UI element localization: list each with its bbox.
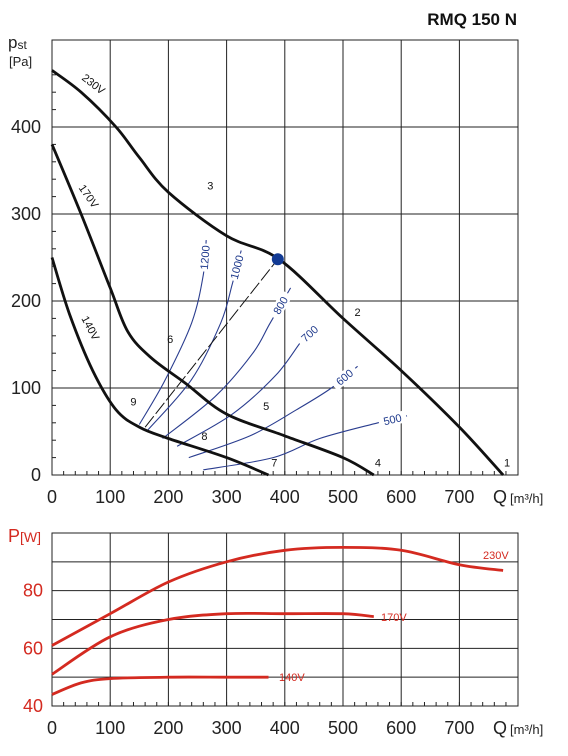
pressure-chart-grid — [51, 39, 519, 476]
pressure-curve — [50, 257, 270, 477]
pressure-y-axis-label: pst — [8, 33, 27, 52]
power-y-axis-label: P[W] — [8, 526, 41, 546]
efficiency-curve-label: 1000 — [229, 254, 247, 281]
curve-point-label: 5 — [263, 401, 269, 413]
pressure-curve — [50, 143, 375, 477]
pressure-y-tick-label: 300 — [11, 204, 41, 224]
power-y-tick-label: 40 — [23, 696, 43, 716]
pressure-x-tick-label: 0 — [47, 487, 57, 507]
efficiency-label-bg — [268, 290, 293, 321]
power-x-tick-label: 200 — [153, 718, 183, 738]
pressure-x-axis-unit: [m³/h] — [510, 491, 543, 506]
curve-point-label: 9 — [130, 396, 136, 408]
curve-point-label: 1 — [504, 457, 510, 469]
power-x-axis-unit: [m³/h] — [510, 722, 543, 737]
efficiency-label-bg — [377, 410, 408, 429]
efficiency-curve-label: 500 — [382, 412, 403, 428]
pressure-y-tick-label: 0 — [31, 465, 41, 485]
power-x-tick-label: 300 — [212, 718, 242, 738]
pressure-y-tick-label: 400 — [11, 117, 41, 137]
curve-point-label: 3 — [207, 181, 213, 193]
curve-point-label: 4 — [375, 457, 381, 469]
efficiency-label-bg — [227, 252, 247, 283]
power-axes: 0 100 200 300 400 500 600 700 40 60 80 P[W] Q [m³/h] — [8, 526, 543, 738]
efficiency-curve — [138, 240, 207, 425]
power-curve — [51, 546, 504, 647]
chart-title-group: RMQ 150 N — [427, 10, 517, 29]
pressure-curves — [50, 69, 505, 477]
pressure-x-tick-label: 300 — [212, 487, 242, 507]
speed-curve-label: 140V — [78, 314, 101, 343]
pressure-x-tick-label: 500 — [328, 487, 358, 507]
pressure-x-tick-label: 600 — [386, 487, 416, 507]
power-y-tick-label: 80 — [23, 581, 43, 601]
curve-point-label: 2 — [354, 307, 360, 319]
chart-title: RMQ 150 N — [427, 10, 517, 29]
pressure-y-axis-unit: [Pa] — [9, 54, 32, 69]
pressure-y-tick-label: 100 — [11, 378, 41, 398]
power-curve — [51, 675, 269, 696]
pressure-x-tick-label: 100 — [95, 487, 125, 507]
power-x-tick-label: 100 — [95, 718, 125, 738]
power-x-axis-label: Q — [493, 718, 507, 738]
pressure-y-tick-label: 200 — [11, 291, 41, 311]
power-curves: 230V 170V 140V — [51, 546, 509, 696]
curve-point-label: 8 — [201, 431, 207, 443]
operating-point-marker — [271, 253, 284, 266]
efficiency-curve — [147, 250, 242, 431]
power-x-tick-label: 400 — [270, 718, 300, 738]
power-x-tick-label: 600 — [386, 718, 416, 738]
pressure-x-tick-label: 700 — [444, 487, 474, 507]
pressure-x-axis-label: Q — [493, 487, 507, 507]
power-x-tick-label: 700 — [444, 718, 474, 738]
system-curve-line — [144, 258, 279, 428]
curve-point-label: 6 — [167, 334, 173, 346]
pressure-x-tick-label: 400 — [270, 487, 300, 507]
efficiency-curve — [176, 326, 318, 447]
power-x-tick-label: 500 — [328, 718, 358, 738]
pressure-axes: 0 100 200 300 400 500 600 700 0 100 200 300 400 pst [P… — [8, 33, 543, 507]
power-curve — [51, 611, 374, 676]
power-x-tick-label: 0 — [47, 718, 57, 738]
efficiency-label-bg — [295, 319, 324, 348]
power-y-tick-label: 60 — [23, 638, 43, 658]
power-curve-label: 140V — [279, 672, 305, 684]
pressure-x-tick-label: 200 — [153, 487, 183, 507]
efficiency-label-bg — [197, 243, 212, 272]
efficiency-curve-label: 1200 — [199, 245, 213, 270]
pressure-curve — [51, 69, 505, 476]
efficiency-label-bg — [329, 363, 360, 391]
curve-point-label: 7 — [271, 457, 277, 469]
power-curve-label: 170V — [381, 612, 407, 624]
power-curve-label: 230V — [483, 550, 509, 562]
